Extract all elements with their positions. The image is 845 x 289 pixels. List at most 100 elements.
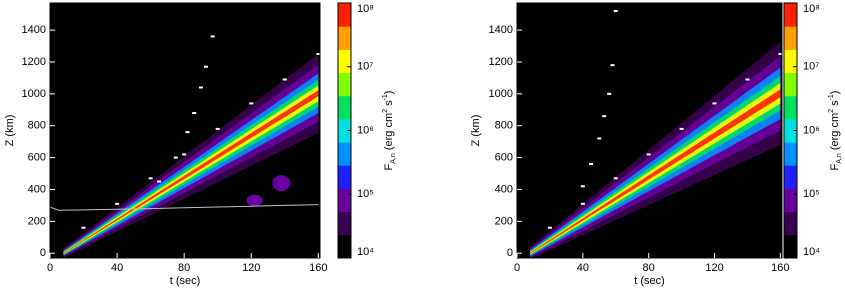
colorbar-tick-label: 10⁴: [357, 246, 374, 258]
y-tick-label: 400: [495, 183, 513, 195]
colorbar-swatch: [338, 188, 351, 213]
y-tick-label: 600: [28, 152, 46, 164]
colorbar-swatch: [338, 211, 351, 236]
colorbar-tick-label: 10⁴: [803, 246, 820, 258]
colorbar-tick-label: 10⁶: [357, 124, 374, 136]
colorbar-swatch: [338, 118, 351, 143]
colorbar-swatch: [784, 72, 797, 97]
overlay-point: [157, 180, 162, 183]
colorbar-swatch: [784, 49, 797, 74]
overlay-point: [778, 53, 783, 55]
x-tick-label: 80: [178, 262, 190, 274]
colorbar-swatch: [784, 118, 797, 143]
y-axis-label: Z (km): [4, 115, 16, 147]
colorbar-tick-label: 10⁶: [803, 124, 820, 136]
y-tick-label: 600: [495, 152, 513, 164]
overlay-point: [192, 111, 197, 114]
colorbar-label-part: 2: [828, 109, 835, 113]
colorbar-label-part: F: [829, 163, 841, 170]
y-tick-label: 1400: [489, 24, 513, 36]
colorbar-label: FA,n (erg cm2 s-1): [828, 91, 843, 171]
overlay-point: [580, 185, 585, 188]
colorbar-label-part: (erg cm: [829, 113, 841, 153]
colorbar-tick-label: 10⁷: [357, 61, 373, 73]
colorbar-swatch: [784, 234, 797, 259]
colorbar-label-part: s: [829, 100, 841, 109]
x-tick-label: 40: [577, 262, 589, 274]
colorbar-label-part: A,n: [390, 153, 397, 164]
plot-frame: [516, 2, 783, 259]
overlay-point: [198, 86, 203, 89]
colorbar-swatch: [784, 26, 797, 50]
overlay-point: [679, 127, 684, 130]
colorbar-tick-label: 10⁸: [357, 3, 374, 15]
colorbar-swatch: [784, 95, 797, 120]
colorbar-label-part: ): [829, 91, 841, 95]
x-tick-label: 160: [309, 262, 327, 274]
y-tick-label: 800: [495, 120, 513, 132]
overlay-point: [607, 92, 612, 95]
colorbar-swatch: [784, 142, 797, 166]
overlay-point: [547, 226, 552, 229]
y-tick-label: 400: [28, 183, 46, 195]
overlay-point: [182, 153, 187, 156]
overlay-point: [210, 35, 215, 38]
y-tick-label: 800: [28, 120, 46, 132]
overlay-point: [646, 153, 651, 156]
y-axis-label: Z (km): [470, 115, 482, 147]
overlay-point: [602, 115, 607, 118]
plume-band: [530, 89, 781, 254]
y-tick-label: 0: [40, 247, 46, 259]
colorbar-swatch: [338, 49, 351, 74]
colorbar-swatch: [784, 211, 797, 236]
y-tick-label: 1200: [489, 56, 513, 68]
overlay-point: [115, 202, 120, 205]
y-tick-label: 1000: [22, 88, 46, 100]
x-axis-label: t (sec): [634, 275, 665, 287]
y-tick-label: 1400: [22, 24, 46, 36]
y-tick-label: 1200: [22, 56, 46, 68]
colorbar-label-part: A,n: [836, 153, 843, 164]
overlay-point: [712, 102, 717, 105]
overlay-point: [282, 78, 287, 81]
x-tick-label: 0: [47, 262, 53, 274]
overlay-point: [81, 226, 86, 229]
overlay-point: [173, 156, 178, 159]
colorbar-swatch: [338, 3, 351, 27]
y-tick-label: 1000: [489, 88, 513, 100]
x-tick-label: 40: [111, 262, 123, 274]
overlay-point: [597, 137, 602, 140]
overlay-point: [148, 177, 153, 180]
colorbar-label-part: 2: [382, 109, 389, 113]
plume-blob: [246, 194, 263, 207]
colorbar-label-part: F: [383, 163, 395, 170]
overlay-point: [215, 127, 220, 130]
plume-band: [63, 85, 319, 255]
colorbar-tick-label: 10⁷: [803, 61, 819, 73]
colorbar-swatch: [338, 26, 351, 50]
colorbar-label-part: s: [383, 100, 395, 109]
colorbar-swatch: [784, 188, 797, 213]
colorbar-label-part: ): [383, 91, 395, 95]
colorbar-tick-label: 10⁵: [357, 188, 374, 200]
overlay-point: [745, 78, 750, 81]
colorbar-tick-label: 10⁵: [803, 188, 820, 200]
x-tick-label: 160: [771, 262, 789, 274]
overlay-point: [185, 131, 190, 134]
x-tick-label: 120: [242, 262, 260, 274]
x-axis-label: t (sec): [170, 275, 201, 287]
colorbar-swatch: [338, 72, 351, 97]
plume-band: [63, 90, 319, 254]
colorbar-swatch: [784, 3, 797, 27]
colorbar-swatch: [338, 95, 351, 120]
colorbar-label: FA,n (erg cm2 s-1): [382, 91, 397, 171]
plume-band: [530, 83, 781, 255]
x-tick-label: 0: [514, 262, 520, 274]
overlay-point: [249, 102, 254, 105]
colorbar-label-part: -1: [382, 94, 389, 100]
colorbar-label-part: (erg cm: [383, 113, 395, 153]
overlay-point: [613, 177, 618, 180]
y-tick-label: 0: [507, 247, 513, 259]
overlay-point: [589, 162, 594, 165]
overlay-point: [613, 9, 618, 12]
